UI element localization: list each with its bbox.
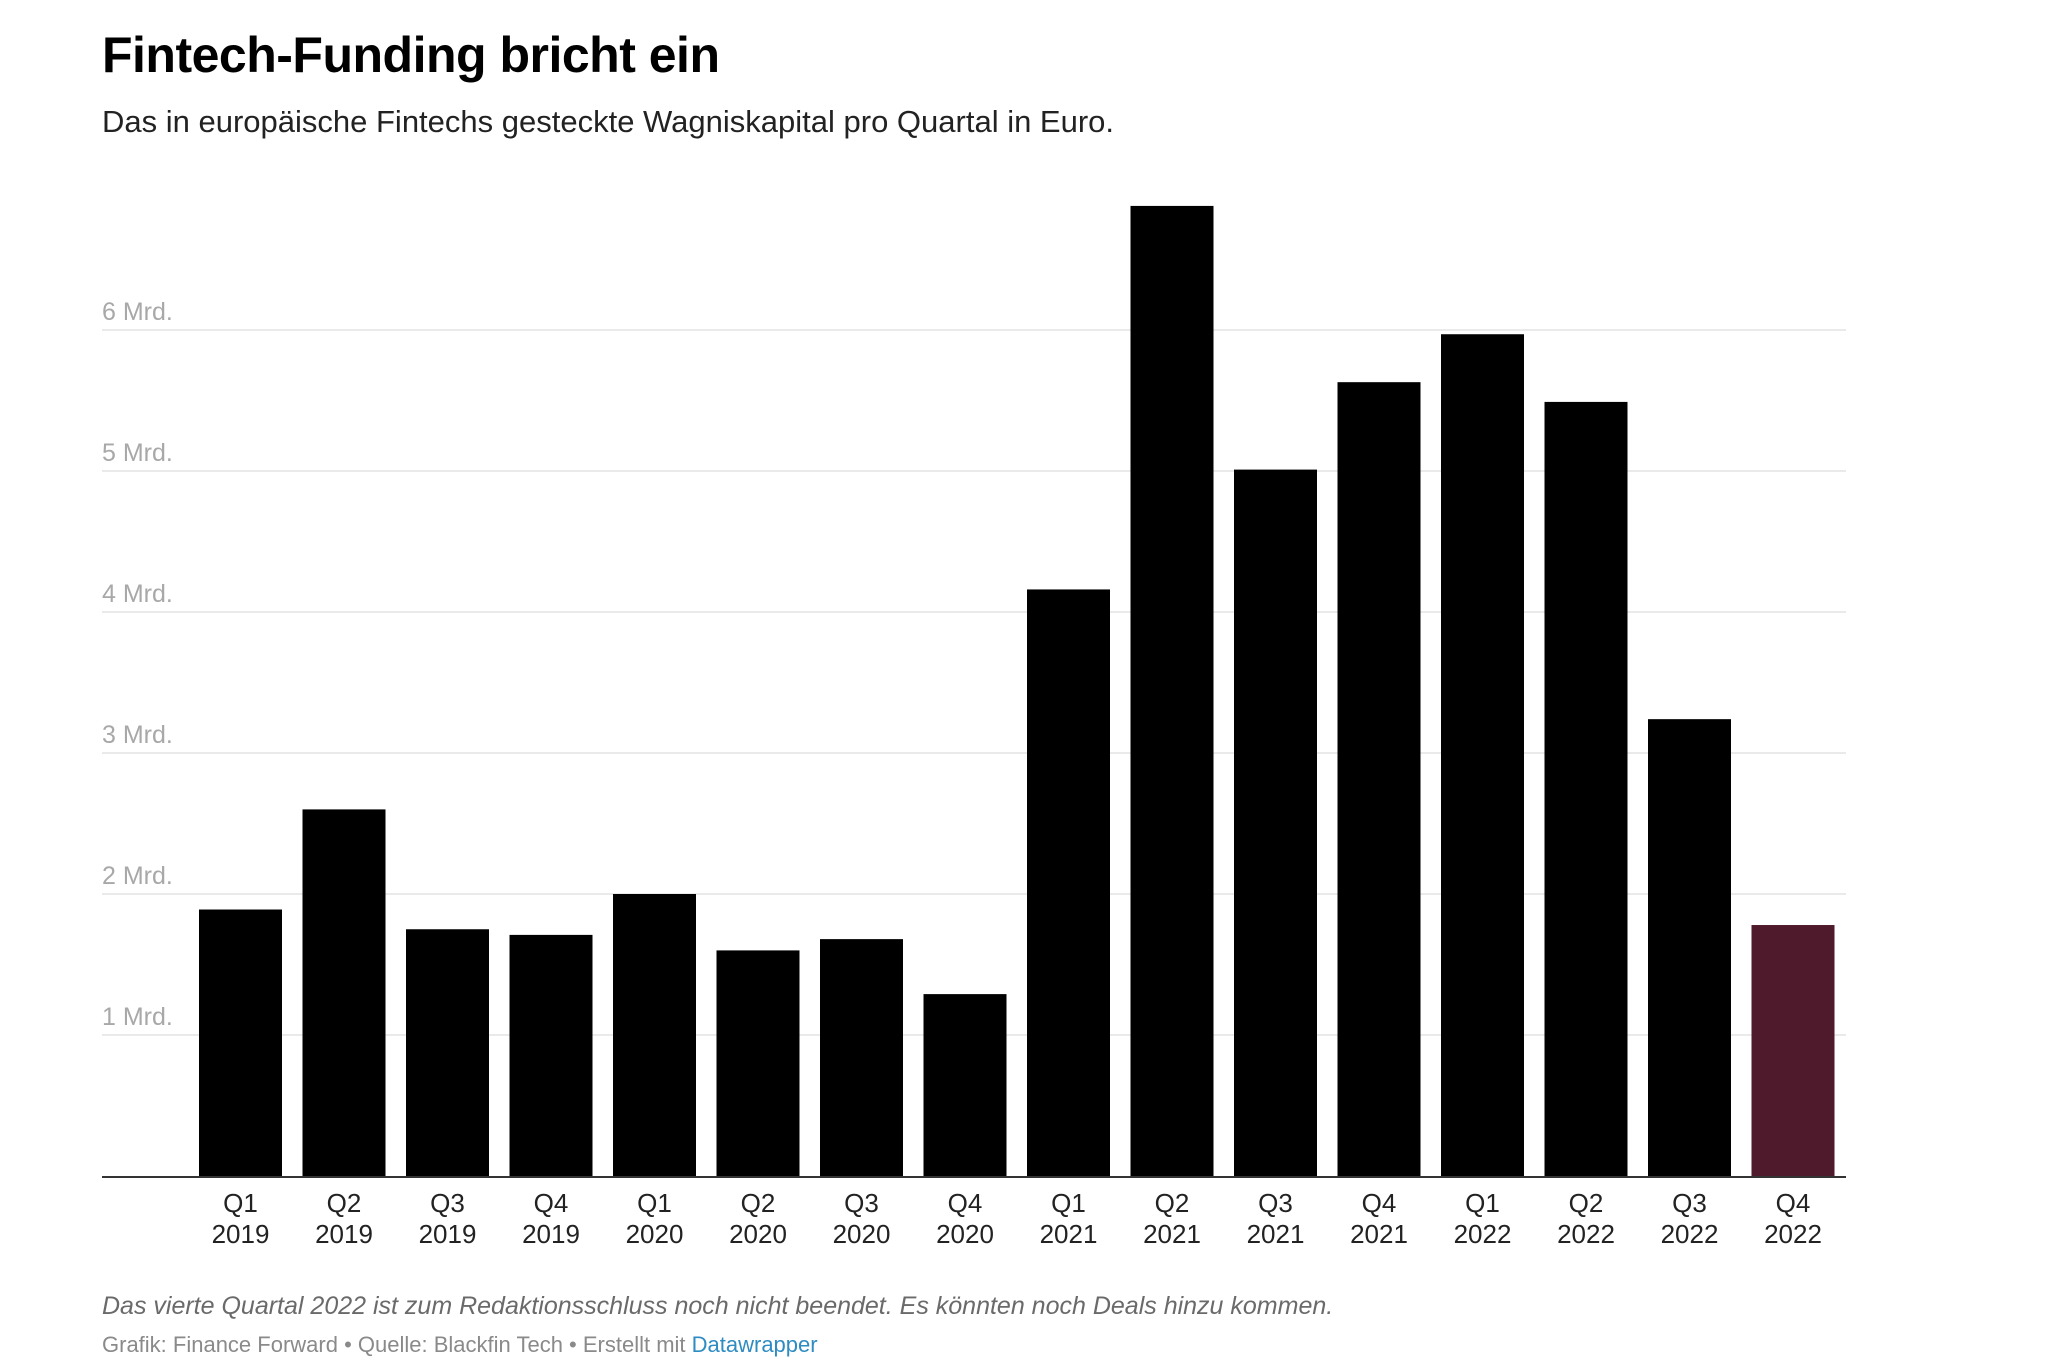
x-tick-label: Q3 2022 <box>1661 1188 1719 1249</box>
y-tick-label: 1 Mrd. <box>102 1003 173 1031</box>
bar-q3-2020 <box>820 939 903 1176</box>
y-axis-labels: 1 Mrd. 2 Mrd. 3 Mrd. 4 Mrd. 5 Mrd. 6 Mrd. <box>102 298 173 1031</box>
x-tick-label: Q3 2021 <box>1247 1188 1305 1249</box>
bar-q4-2022 <box>1751 925 1835 1176</box>
x-tick-label: Q1 2022 <box>1454 1188 1512 1249</box>
source-credit-text: Grafik: Finance Forward • Quelle: Blackf… <box>102 1332 692 1357</box>
bar-q4-2021 <box>1337 382 1421 1176</box>
chart-subtitle: Das in europäische Fintechs gesteckte Wa… <box>102 104 1115 139</box>
bar-q3-2022 <box>1648 719 1731 1176</box>
source-credit: Grafik: Finance Forward • Quelle: Blackf… <box>102 1332 818 1358</box>
x-tick-label: Q1 2020 <box>626 1188 684 1249</box>
bar-q1-2021 <box>1027 589 1110 1176</box>
y-tick-label: 5 Mrd. <box>102 439 173 467</box>
bar-q1-2020 <box>613 894 696 1176</box>
x-tick-label: Q2 2019 <box>315 1188 373 1249</box>
bar-q2-2020 <box>716 950 800 1176</box>
x-tick-label: Q3 2019 <box>419 1188 477 1249</box>
y-tick-label: 6 Mrd. <box>102 298 173 326</box>
bar-q1-2019 <box>199 909 282 1176</box>
x-tick-label: Q4 2019 <box>522 1188 580 1249</box>
bar-chart: 1 Mrd. 2 Mrd. 3 Mrd. 4 Mrd. 5 Mrd. 6 Mrd. Q1 2… <box>102 205 1846 1249</box>
x-tick-label: Q4 2020 <box>936 1188 994 1249</box>
footnote: Das vierte Quartal 2022 ist zum Redaktio… <box>102 1292 1334 1320</box>
x-axis-labels: Q1 2019 Q2 2019 Q3 2019 Q4 2019 Q1 2020 Q2 2020 Q3 20… <box>212 1188 1822 1249</box>
x-tick-label: Q2 2020 <box>729 1188 787 1249</box>
bars <box>199 205 1835 1177</box>
x-tick-label: Q4 2022 <box>1764 1188 1822 1249</box>
x-tick-label: Q4 2021 <box>1350 1188 1408 1249</box>
x-tick-label: Q1 2021 <box>1040 1188 1098 1249</box>
datawrapper-link[interactable]: Datawrapper <box>691 1332 818 1357</box>
x-tick-label: Q3 2020 <box>833 1188 891 1249</box>
bar-q3-2019 <box>406 929 489 1176</box>
y-tick-label: 4 Mrd. <box>102 580 173 608</box>
bar-q2-2021 <box>1130 205 1214 1177</box>
y-tick-label: 3 Mrd. <box>102 721 173 749</box>
bar-q4-2019 <box>509 934 593 1176</box>
x-tick-label: Q2 2022 <box>1557 1188 1615 1249</box>
bar-q3-2021 <box>1234 469 1317 1177</box>
y-tick-label: 2 Mrd. <box>102 862 173 890</box>
x-tick-label: Q1 2019 <box>212 1188 270 1249</box>
bar-q1-2022 <box>1441 334 1524 1177</box>
x-tick-label: Q2 2021 <box>1143 1188 1201 1249</box>
bar-q4-2020 <box>923 994 1007 1176</box>
chart-title: Fintech-Funding bricht ein <box>102 27 720 83</box>
bar-q2-2022 <box>1544 401 1628 1176</box>
bar-q2-2019 <box>302 809 386 1176</box>
